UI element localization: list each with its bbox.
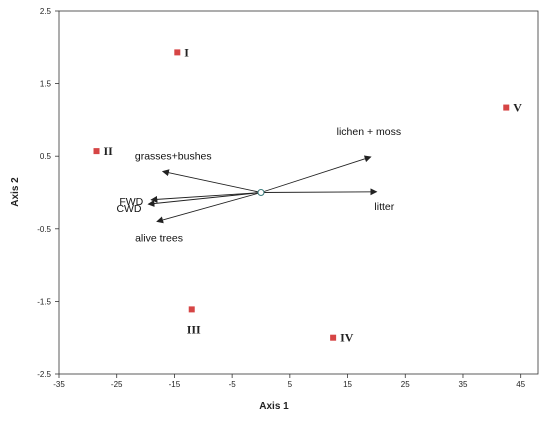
- data-point: [174, 49, 181, 56]
- data-point: [93, 148, 100, 155]
- vector-arrow: [260, 155, 372, 193]
- x-tick-label: 15: [343, 380, 352, 389]
- vector-arrow: [147, 192, 262, 207]
- vector-label: grasses+bushes: [135, 150, 212, 162]
- vector-arrow: [161, 169, 262, 193]
- point-label: II: [104, 144, 114, 158]
- vector-label: alive trees: [135, 233, 183, 245]
- point-label: IV: [340, 331, 354, 345]
- x-tick-label: 35: [459, 380, 468, 389]
- y-tick-label: 1.5: [40, 80, 52, 89]
- y-tick-label: 2.5: [40, 7, 52, 16]
- x-tick-label: -35: [53, 380, 65, 389]
- vector-arrow: [150, 192, 262, 203]
- data-point: [330, 334, 337, 341]
- vector-label: CWD: [116, 203, 141, 215]
- point-label: V: [513, 101, 522, 115]
- y-tick-label: 0.5: [40, 152, 52, 161]
- y-tick-label: -2.5: [37, 370, 51, 379]
- x-tick-label: -15: [169, 380, 181, 389]
- origin-marker: [257, 189, 265, 196]
- y-tick-label: -1.5: [37, 297, 51, 306]
- y-axis-title: Axis 2: [10, 177, 21, 207]
- y-tick-label: -0.5: [37, 225, 51, 234]
- x-tick-label: 5: [288, 380, 293, 389]
- axis-ticks: -35 -25 -15 -5 5 15 25 35 45 2.5 1.5 0.5 -0.5 -1.5 -2.…: [37, 7, 525, 389]
- point-label: I: [184, 45, 189, 59]
- data-point: [503, 104, 510, 111]
- x-tick-label: 45: [516, 380, 525, 389]
- point-label: III: [187, 322, 201, 336]
- x-tick-label: 25: [401, 380, 410, 389]
- vector-label: FWD: [119, 196, 143, 208]
- plot-border: [58, 10, 539, 375]
- data-point: [188, 306, 195, 313]
- x-tick-label: -25: [111, 380, 123, 389]
- vector-label: lichen + moss: [337, 126, 402, 138]
- plot-frame: [58, 10, 539, 375]
- x-tick-label: -5: [229, 380, 237, 389]
- vector-arrow: [156, 192, 262, 224]
- vector-arrow: [260, 188, 378, 196]
- x-axis-title: Axis 1: [259, 401, 289, 412]
- vector-label: litter: [374, 201, 394, 213]
